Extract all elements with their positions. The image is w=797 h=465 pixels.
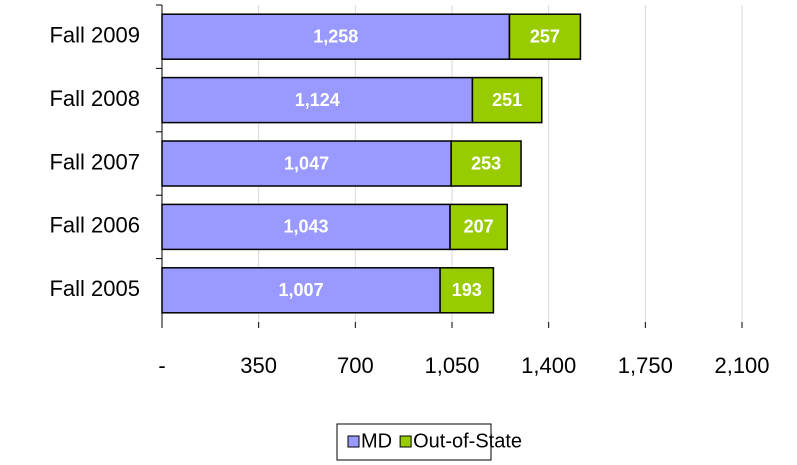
bar-segment <box>450 140 522 187</box>
data-label: 1,258 <box>313 26 358 46</box>
legend-label: Out-of-State <box>413 430 522 452</box>
data-label: 1,007 <box>279 280 324 300</box>
data-label: 251 <box>492 90 522 110</box>
x-tick-label: 700 <box>337 353 374 378</box>
x-tick-label: 2,100 <box>714 353 769 378</box>
bar-segment <box>449 203 508 251</box>
y-tick-label: Fall 2006 <box>49 213 140 238</box>
data-label: 193 <box>452 280 482 300</box>
bar-segment <box>508 13 582 60</box>
bar-segment <box>161 267 441 314</box>
bar-segment <box>161 203 451 251</box>
x-tick-label: - <box>158 353 165 378</box>
y-tick-label: Fall 2009 <box>49 23 140 48</box>
data-label: 253 <box>471 153 501 173</box>
data-label: 207 <box>464 217 494 237</box>
legend-swatch <box>399 435 412 448</box>
y-tick-label: Fall 2007 <box>49 149 140 174</box>
y-tick-label: Fall 2005 <box>49 276 140 301</box>
y-tick-label: Fall 2008 <box>49 86 140 111</box>
x-tick-label: 1,400 <box>521 353 576 378</box>
data-label: 1,124 <box>295 90 340 110</box>
x-tick-label: 1,050 <box>424 353 479 378</box>
data-label: 1,043 <box>284 217 329 237</box>
x-tick-label: 1,750 <box>618 353 673 378</box>
legend-box <box>336 423 492 461</box>
x-tick-label: 350 <box>240 353 277 378</box>
bar-segment <box>439 267 495 314</box>
bar-segment <box>161 76 474 124</box>
bar-segment <box>471 76 543 124</box>
legend-label: MD <box>361 430 392 452</box>
data-label: 257 <box>530 26 560 46</box>
bar-segment <box>161 13 511 60</box>
data-label: 1,047 <box>284 153 329 173</box>
legend-swatch <box>347 435 360 448</box>
